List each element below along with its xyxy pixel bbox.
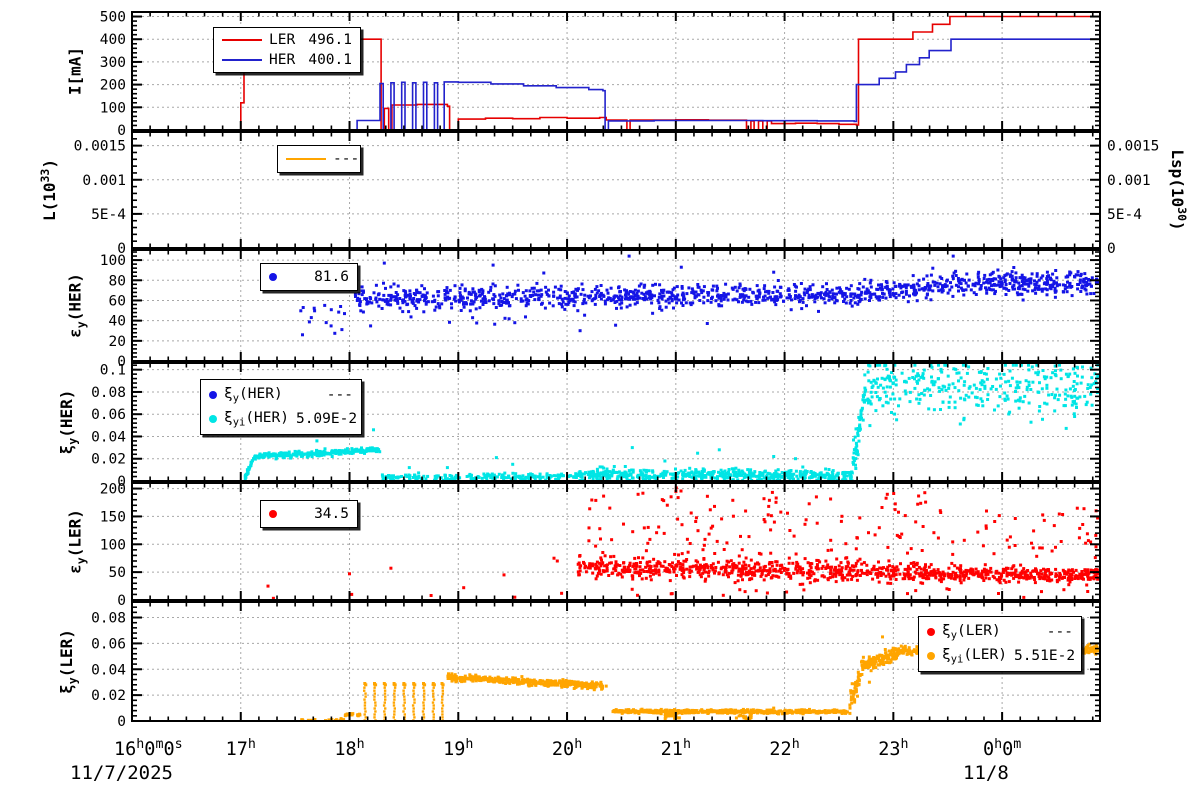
legend-row: ξyi(LER) 5.51E-2 <box>927 644 1076 668</box>
legend-value: --- <box>326 387 353 403</box>
panel-eps-y-LER: 0 50 100 150 200 εy(LER) <box>66 482 1101 609</box>
legend-label: ξy(HER) <box>224 385 283 405</box>
legend-dot-swatch <box>269 510 277 518</box>
svg-text:5E-4: 5E-4 <box>1107 207 1142 223</box>
legend-dot-swatch <box>927 652 935 660</box>
svg-text:0.0015: 0.0015 <box>74 139 126 155</box>
legend-row: 81.6 <box>269 266 349 288</box>
svg-text:60: 60 <box>109 293 126 309</box>
legend-row: ξyi(HER) 5.09E-2 <box>209 407 357 431</box>
svg-text:εy(LER): εy(LER) <box>66 509 88 574</box>
panel-eps-y-HER-series <box>299 254 1099 337</box>
svg-text:200: 200 <box>100 482 126 498</box>
series-xi_yi_LER <box>300 634 1100 721</box>
svg-text:500: 500 <box>100 10 126 26</box>
svg-text:0.001: 0.001 <box>1107 173 1151 189</box>
svg-text:0: 0 <box>117 474 126 490</box>
legend-dot-swatch <box>209 415 217 423</box>
legend-row: 34.5 <box>269 503 349 525</box>
svg-text:100: 100 <box>100 100 126 116</box>
svg-text:0.0015: 0.0015 <box>1107 139 1159 155</box>
date-label-left: 11/7/2025 <box>70 762 173 784</box>
legend-xi-y-HER: ξy(HER) --- ξyi(HER) 5.09E-2 <box>200 379 362 435</box>
svg-text:εy(HER): εy(HER) <box>66 273 88 338</box>
legend-value: 34.5 <box>314 506 349 522</box>
svg-text:0.06: 0.06 <box>91 407 126 423</box>
svg-text:300: 300 <box>100 55 126 71</box>
legend-value: --- <box>1046 624 1073 640</box>
legend-line-swatch <box>222 39 262 41</box>
legend-label: LER <box>269 32 296 48</box>
legend-xi-y-LER: ξy(LER) --- ξyi(LER) 5.51E-2 <box>918 616 1082 672</box>
legend-luminosity: --- <box>277 145 361 173</box>
svg-text:0.08: 0.08 <box>91 385 126 401</box>
svg-text:0: 0 <box>117 241 126 257</box>
legend-row: ξy(LER) --- <box>927 620 1073 644</box>
legend-line-swatch <box>222 59 262 61</box>
legend-label: ξyi(LER) <box>942 646 1007 666</box>
legend-line-swatch <box>286 158 326 160</box>
legend-value: 400.1 <box>308 52 352 68</box>
panel-xi-y-HER-series <box>243 363 1100 481</box>
legend-label: HER <box>269 52 296 68</box>
legend-label: ξy(LER) <box>942 622 1001 642</box>
svg-text:80: 80 <box>109 273 126 289</box>
svg-text:I[mA]: I[mA] <box>66 47 85 95</box>
legend-dot-swatch <box>209 391 217 399</box>
legend-beam-current: LER 496.1 HER 400.1 <box>213 27 361 73</box>
svg-text:L(1033): L(1033) <box>38 159 59 221</box>
svg-text:0.1: 0.1 <box>100 363 126 379</box>
panel-eps-y-HER: 0 20 40 60 80 100 εy(HER) <box>66 249 1101 370</box>
legend-eps-y-HER: 81.6 <box>260 263 358 291</box>
svg-text:0.02: 0.02 <box>91 452 126 468</box>
svg-text:Lsp(1030): Lsp(1030) <box>1168 149 1189 230</box>
legend-value: --- <box>333 151 360 167</box>
legend-row: ξy(HER) --- <box>209 383 353 407</box>
x-axis-labels: 16h0m0s 17h 18h 19h 20h 21h 22h 23h 0h0m <box>114 737 1021 760</box>
series-LER <box>132 15 1098 130</box>
svg-text:100: 100 <box>100 253 126 269</box>
svg-text:5E-4: 5E-4 <box>91 207 126 223</box>
legend-row: HER 400.1 <box>222 50 352 70</box>
svg-text:0: 0 <box>117 354 126 370</box>
legend-dot-swatch <box>927 628 935 636</box>
svg-text:20: 20 <box>109 334 126 350</box>
legend-value: 5.09E-2 <box>295 411 358 427</box>
legend-row: LER 496.1 <box>222 30 352 50</box>
svg-text:100: 100 <box>100 537 126 553</box>
svg-text:40: 40 <box>109 314 126 330</box>
series-eps_y_HER <box>299 254 1099 337</box>
date-label-right: 11/8 <box>963 762 1009 784</box>
svg-text:0.04: 0.04 <box>91 429 126 445</box>
legend-row: --- <box>286 148 359 170</box>
series-xi_yi_HER <box>243 363 1100 481</box>
panel-xi-y-LER-series <box>300 634 1100 721</box>
svg-text:150: 150 <box>100 509 126 525</box>
svg-text:ξy(HER): ξy(HER) <box>57 390 79 455</box>
svg-text:400: 400 <box>100 32 126 48</box>
legend-value: 5.51E-2 <box>1013 648 1076 664</box>
legend-dot-swatch <box>269 273 277 281</box>
panel-luminosity: 0 0 5E-4 5E-4 0.001 0.001 0.0015 0.0015 L(1033) L… <box>38 131 1189 257</box>
svg-text:0: 0 <box>117 123 126 139</box>
series-HER <box>132 38 1098 130</box>
panel-eps-y-LER-series <box>266 486 1100 600</box>
svg-text:0: 0 <box>117 593 126 609</box>
legend-value: 496.1 <box>308 32 352 48</box>
svg-text:0: 0 <box>1107 241 1116 257</box>
legend-eps-y-LER: 34.5 <box>260 500 358 528</box>
svg-text:0.001: 0.001 <box>82 173 126 189</box>
svg-text:50: 50 <box>109 565 126 581</box>
series-eps_y_LER <box>266 486 1100 600</box>
legend-label: ξyi(HER) <box>224 409 289 429</box>
svg-text:200: 200 <box>100 78 126 94</box>
panel-beam-current-series <box>132 15 1098 130</box>
legend-value: 81.6 <box>314 269 349 285</box>
